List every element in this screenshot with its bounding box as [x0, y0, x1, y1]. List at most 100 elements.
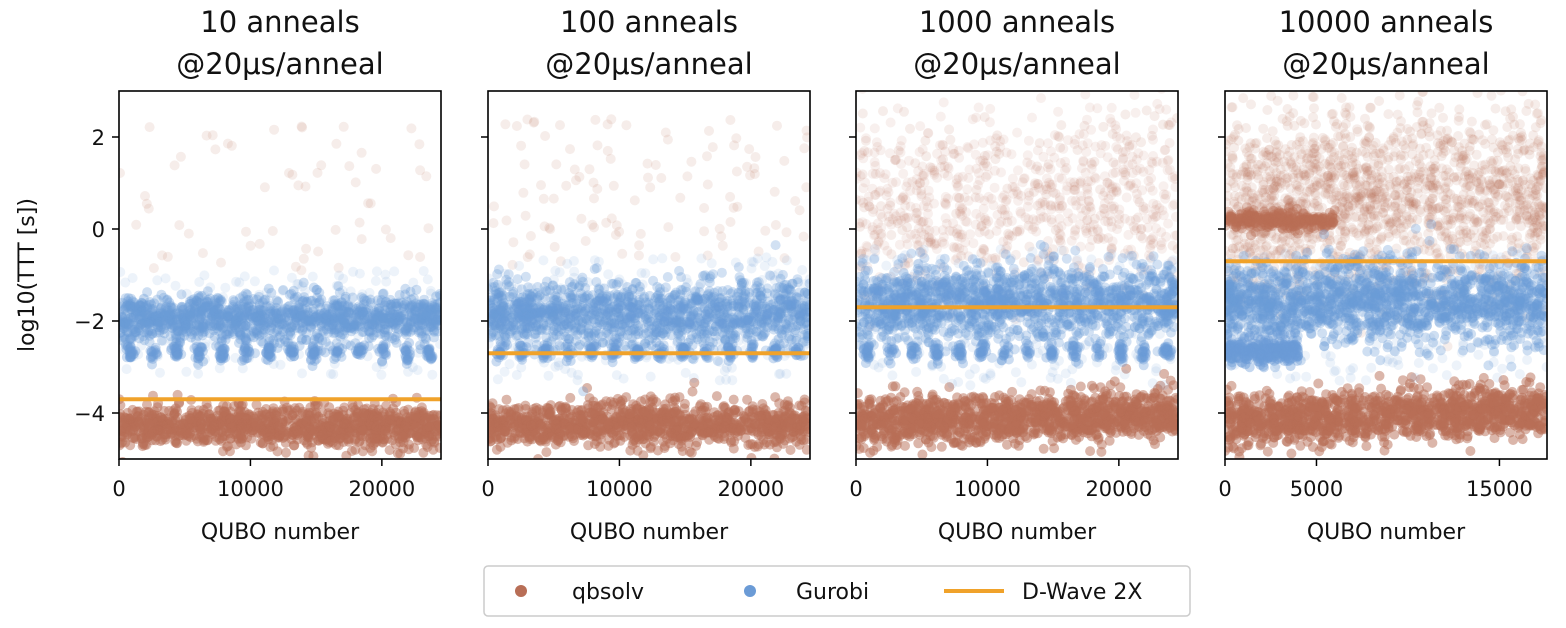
point-gurobi [308, 351, 319, 361]
point-gurobi [294, 340, 305, 351]
point-gurobi [218, 353, 229, 364]
point-qbsolv [143, 418, 154, 429]
point-gurobi [161, 295, 172, 306]
point-gurobi [256, 305, 267, 316]
point-gurobi [408, 293, 419, 304]
point-gurobi [119, 311, 128, 322]
point-gurobi [153, 311, 164, 322]
point-gurobi [256, 336, 267, 347]
point-qbsolv [303, 450, 314, 459]
point-gurobi [200, 341, 211, 352]
point-gurobi [188, 309, 199, 320]
point-gurobi [361, 307, 372, 318]
point-gurobi [331, 348, 342, 358]
point-gurobi [340, 293, 351, 304]
point-gurobi [182, 309, 193, 320]
point-gurobi [242, 321, 253, 332]
point-gurobi [308, 310, 319, 321]
point-gurobi [127, 301, 138, 312]
point-gurobi [343, 322, 354, 333]
point-gurobi [217, 335, 228, 346]
point-gurobi [352, 315, 363, 326]
point-gurobi [415, 344, 426, 355]
point-gurobi [199, 324, 210, 335]
point-gurobi [404, 351, 415, 362]
point-gurobi [324, 317, 335, 328]
point-qbsolv [298, 253, 309, 264]
point-gurobi [165, 302, 176, 313]
point-gurobi [303, 307, 314, 318]
point-qbsolv [265, 426, 276, 437]
point-gurobi [434, 315, 441, 326]
point-gurobi [353, 316, 364, 327]
point-gurobi [119, 317, 125, 328]
point-gurobi [194, 351, 204, 362]
point-gurobi [418, 299, 429, 309]
point-gurobi [351, 310, 362, 320]
point-gurobi [431, 304, 441, 315]
point-gurobi [208, 304, 219, 315]
point-gurobi [244, 350, 255, 361]
point-qbsolv [312, 167, 323, 178]
point-gurobi [372, 314, 383, 325]
point-gurobi [260, 317, 270, 328]
point-gurobi [153, 322, 164, 333]
point-gurobi [121, 321, 132, 332]
point-qbsolv [511, 121, 522, 131]
point-gurobi [228, 295, 239, 306]
point-qbsolv [561, 180, 572, 191]
point-gurobi [226, 304, 237, 315]
point-gurobi [253, 307, 264, 318]
point-qbsolv [338, 121, 349, 132]
point-gurobi [388, 319, 399, 330]
point-gurobi [167, 315, 178, 326]
point-gurobi [432, 303, 441, 314]
point-qbsolv [560, 403, 571, 414]
point-gurobi [185, 314, 196, 324]
point-gurobi [277, 324, 287, 335]
point-gurobi [125, 352, 135, 363]
point-gurobi [336, 314, 347, 325]
point-gurobi [199, 270, 210, 281]
point-gurobi [404, 302, 415, 313]
point-gurobi [379, 300, 390, 311]
point-gurobi [249, 311, 260, 322]
point-gurobi [156, 302, 167, 313]
point-gurobi [403, 355, 414, 366]
point-gurobi [185, 309, 196, 320]
point-gurobi [215, 320, 226, 331]
point-gurobi [422, 312, 432, 323]
point-gurobi [203, 295, 213, 305]
point-gurobi [402, 322, 413, 333]
point-gurobi [235, 311, 246, 322]
point-gurobi [214, 303, 225, 314]
point-gurobi [400, 345, 411, 355]
point-gurobi [119, 315, 125, 326]
point-gurobi [321, 324, 332, 335]
point-gurobi [126, 293, 137, 304]
point-gurobi [190, 352, 201, 363]
point-gurobi [306, 322, 317, 333]
point-gurobi [342, 301, 353, 312]
point-gurobi [316, 321, 327, 332]
point-gurobi [330, 300, 341, 311]
point-qbsolv [119, 168, 125, 178]
point-gurobi [198, 309, 209, 320]
point-gurobi [416, 317, 427, 328]
point-gurobi [292, 311, 303, 322]
point-gurobi [343, 300, 354, 311]
point-gurobi [154, 325, 165, 336]
point-qbsolv [489, 201, 499, 212]
point-gurobi [230, 313, 241, 324]
point-gurobi [169, 321, 180, 332]
point-gurobi [229, 296, 240, 307]
point-gurobi [223, 307, 234, 318]
point-qbsolv [269, 124, 280, 135]
point-gurobi [400, 350, 411, 361]
point-qbsolv [769, 186, 780, 197]
point-gurobi [264, 325, 275, 336]
point-gurobi [385, 317, 396, 328]
point-gurobi [130, 326, 141, 337]
point-gurobi [128, 312, 139, 323]
point-gurobi [425, 285, 436, 296]
